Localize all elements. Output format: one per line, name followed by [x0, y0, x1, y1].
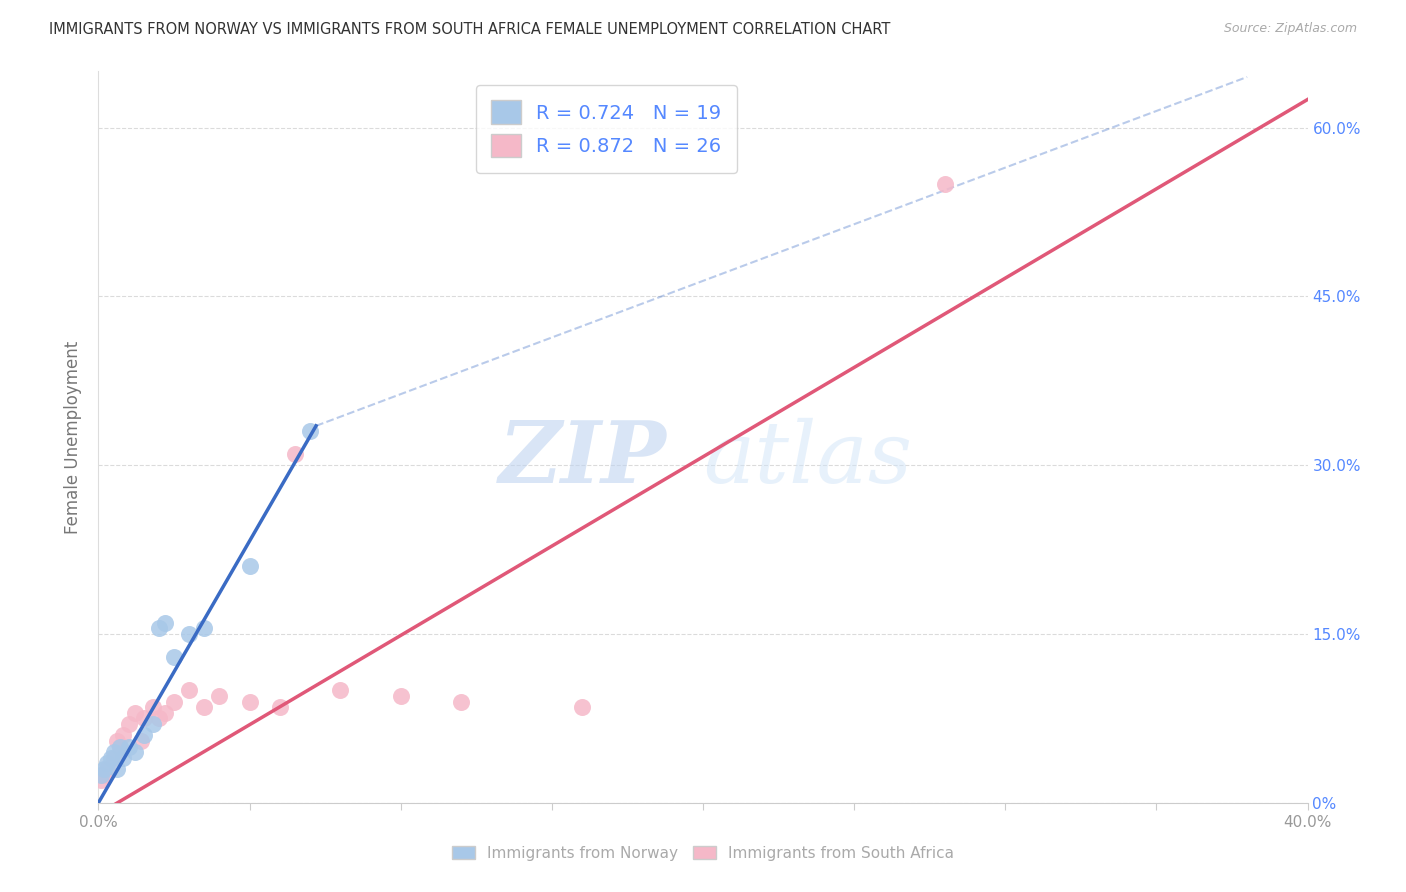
Point: [284, 447, 307, 461]
Point: [153, 615, 176, 630]
Point: [163, 694, 186, 708]
Point: [934, 177, 956, 191]
Point: [179, 683, 201, 698]
Point: [208, 689, 231, 703]
Point: [118, 739, 141, 754]
Point: [389, 689, 412, 703]
Point: [179, 627, 201, 641]
Point: [103, 745, 125, 759]
Legend: Immigrants from Norway, Immigrants from South Africa: Immigrants from Norway, Immigrants from …: [444, 838, 962, 868]
Point: [329, 683, 352, 698]
Point: [124, 745, 146, 759]
Point: [93, 767, 115, 781]
Point: [124, 706, 146, 720]
Point: [111, 728, 134, 742]
Point: [148, 711, 170, 725]
Point: [93, 762, 115, 776]
Point: [96, 756, 118, 771]
Text: Source: ZipAtlas.com: Source: ZipAtlas.com: [1223, 22, 1357, 36]
Point: [105, 762, 128, 776]
Point: [153, 706, 176, 720]
Point: [142, 717, 165, 731]
Point: [100, 751, 122, 765]
Point: [450, 694, 472, 708]
Point: [142, 700, 165, 714]
Point: [148, 621, 170, 635]
Point: [96, 762, 118, 776]
Point: [90, 767, 112, 781]
Point: [571, 700, 593, 714]
Point: [105, 734, 128, 748]
Point: [111, 751, 134, 765]
Point: [299, 425, 322, 439]
Point: [132, 728, 155, 742]
Text: IMMIGRANTS FROM NORWAY VS IMMIGRANTS FROM SOUTH AFRICA FEMALE UNEMPLOYMENT CORRE: IMMIGRANTS FROM NORWAY VS IMMIGRANTS FRO…: [49, 22, 890, 37]
Point: [129, 734, 152, 748]
Point: [239, 559, 262, 574]
Point: [108, 739, 131, 754]
Point: [108, 739, 131, 754]
Point: [269, 700, 291, 714]
Point: [239, 694, 262, 708]
Text: ZIP: ZIP: [499, 417, 666, 500]
Y-axis label: Female Unemployment: Female Unemployment: [65, 341, 83, 533]
Point: [193, 621, 215, 635]
Point: [90, 773, 112, 788]
Point: [118, 717, 141, 731]
Point: [193, 700, 215, 714]
Point: [163, 649, 186, 664]
Text: atlas: atlas: [703, 417, 912, 500]
Point: [103, 751, 125, 765]
Point: [132, 711, 155, 725]
